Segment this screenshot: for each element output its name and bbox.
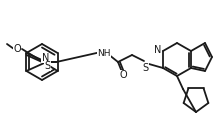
Text: NH: NH xyxy=(97,48,111,58)
Text: O: O xyxy=(13,44,21,54)
Text: S: S xyxy=(44,61,50,71)
Text: N: N xyxy=(42,53,49,63)
Text: S: S xyxy=(142,63,148,73)
Text: O: O xyxy=(119,70,127,80)
Text: N: N xyxy=(154,45,162,55)
